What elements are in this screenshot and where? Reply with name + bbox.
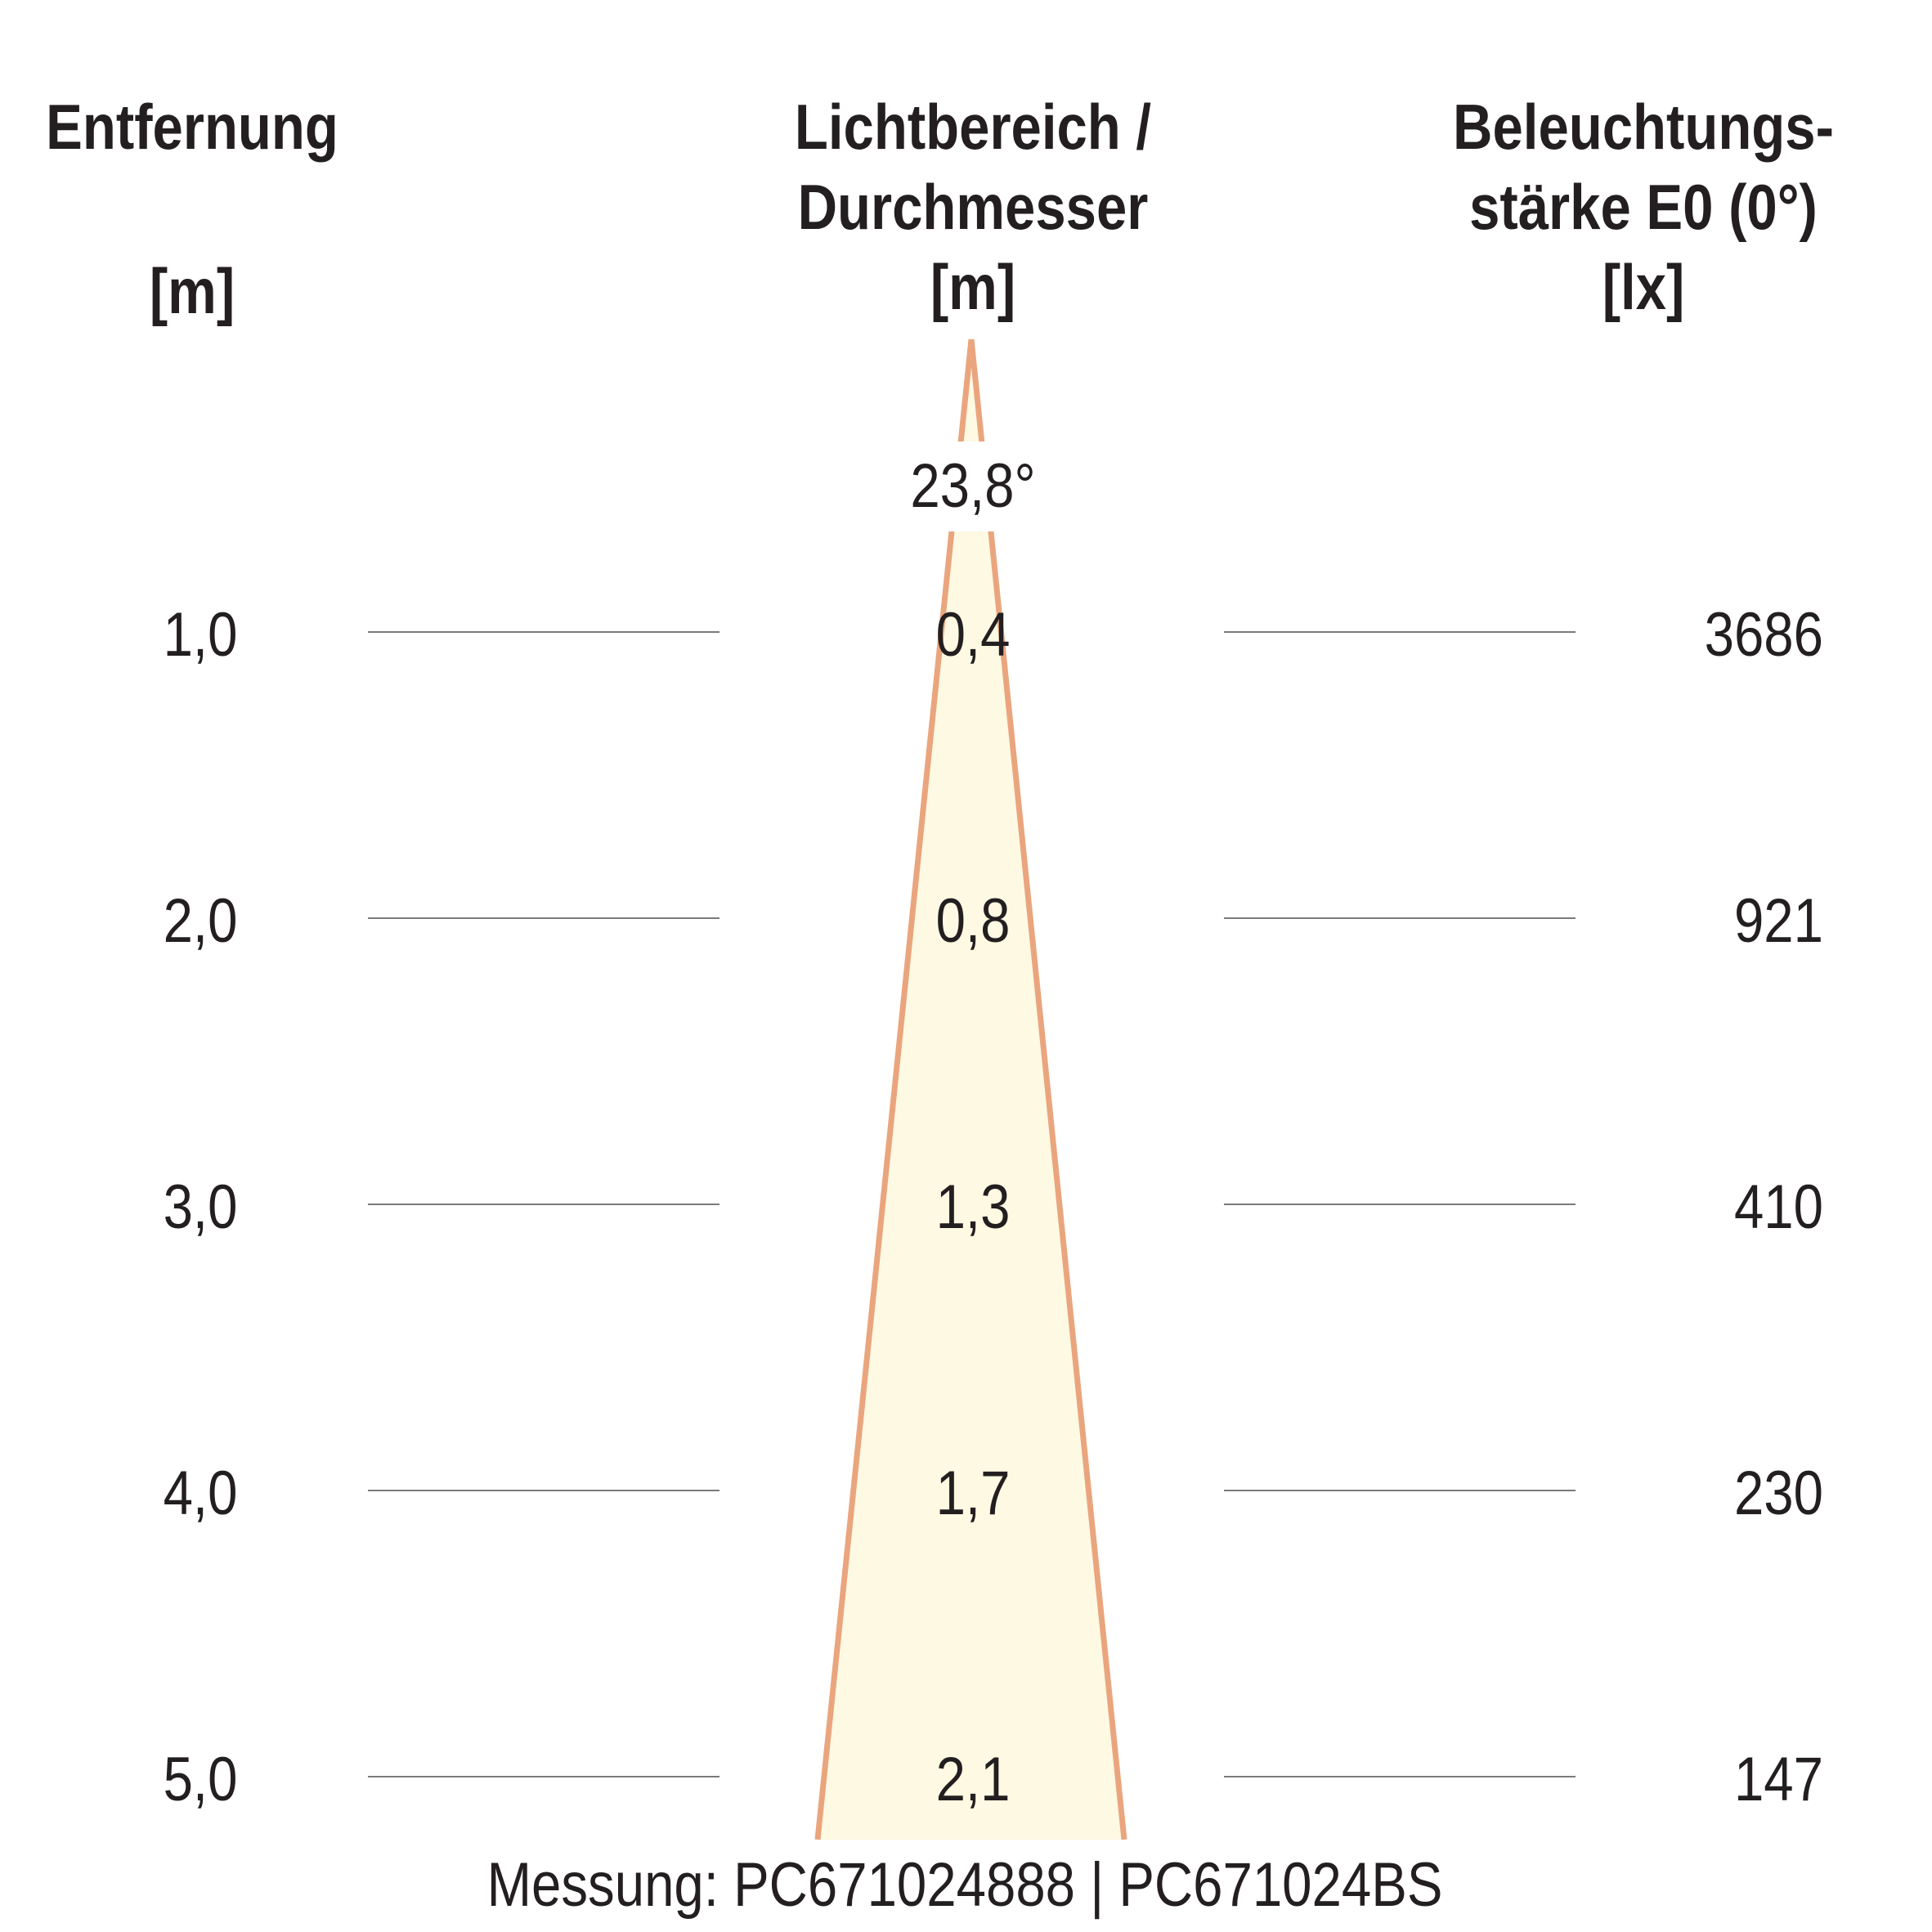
light-cone-left-edge [814,338,975,1840]
row-guide-line-left [368,1776,719,1777]
diameter-value: 1,7 [935,1459,1011,1528]
illuminance-value: 230 [1733,1459,1823,1528]
distance-value: 3,0 [163,1172,238,1242]
row-guide-line-left [368,917,719,919]
row-guide-line-right [1224,1204,1576,1205]
header-illuminance: Beleuchtungs- stärke E0 (0°) [lx] [1425,87,1861,327]
header-distance: Entfernung [m] [41,87,343,331]
illuminance-value: 921 [1733,886,1823,956]
header-diameter-title-line2: Durchmesser [797,171,1149,243]
row-guide-line-right [1224,917,1576,919]
distance-value: 2,0 [163,886,238,956]
distance-value: 5,0 [163,1745,238,1814]
light-cone-right-edge [968,338,1127,1840]
header-illuminance-title-line2: stärke E0 (0°) [1469,171,1818,243]
row-guide-line-right [1224,1776,1576,1777]
row-guide-line-left [368,1204,719,1205]
light-cone-fill [818,339,1124,1840]
header-illuminance-unit: [lx] [1602,251,1685,323]
diameter-value: 1,3 [935,1172,1011,1242]
measurement-footnote: Messung: PC671024888 | PC671024BS [486,1850,1443,1920]
beam-angle-label: 23,8° [910,451,1036,521]
header-illuminance-title-line1: Beleuchtungs- [1453,91,1834,163]
diameter-value: 0,8 [935,886,1011,956]
illuminance-value: 147 [1733,1745,1823,1814]
row-guide-line-left [368,631,719,633]
diameter-value: 0,4 [935,600,1011,670]
angle-label-backdrop [895,442,1047,531]
illuminance-value: 3686 [1704,600,1823,670]
header-diameter-title-line1: Lichtbereich / [794,91,1152,163]
row-guide-line-right [1224,631,1576,633]
distance-value: 4,0 [163,1459,238,1528]
distance-value: 1,0 [163,600,238,670]
header-distance-title: Entfernung [46,91,338,163]
row-guide-line-left [368,1490,719,1491]
header-diameter-unit: [m] [930,251,1016,323]
illuminance-value: 410 [1733,1172,1823,1242]
diameter-value: 2,1 [935,1745,1011,1814]
row-guide-line-right [1224,1490,1576,1491]
header-distance-unit: [m] [149,255,235,327]
header-diameter: Lichtbereich / Durchmesser [m] [776,87,1170,327]
